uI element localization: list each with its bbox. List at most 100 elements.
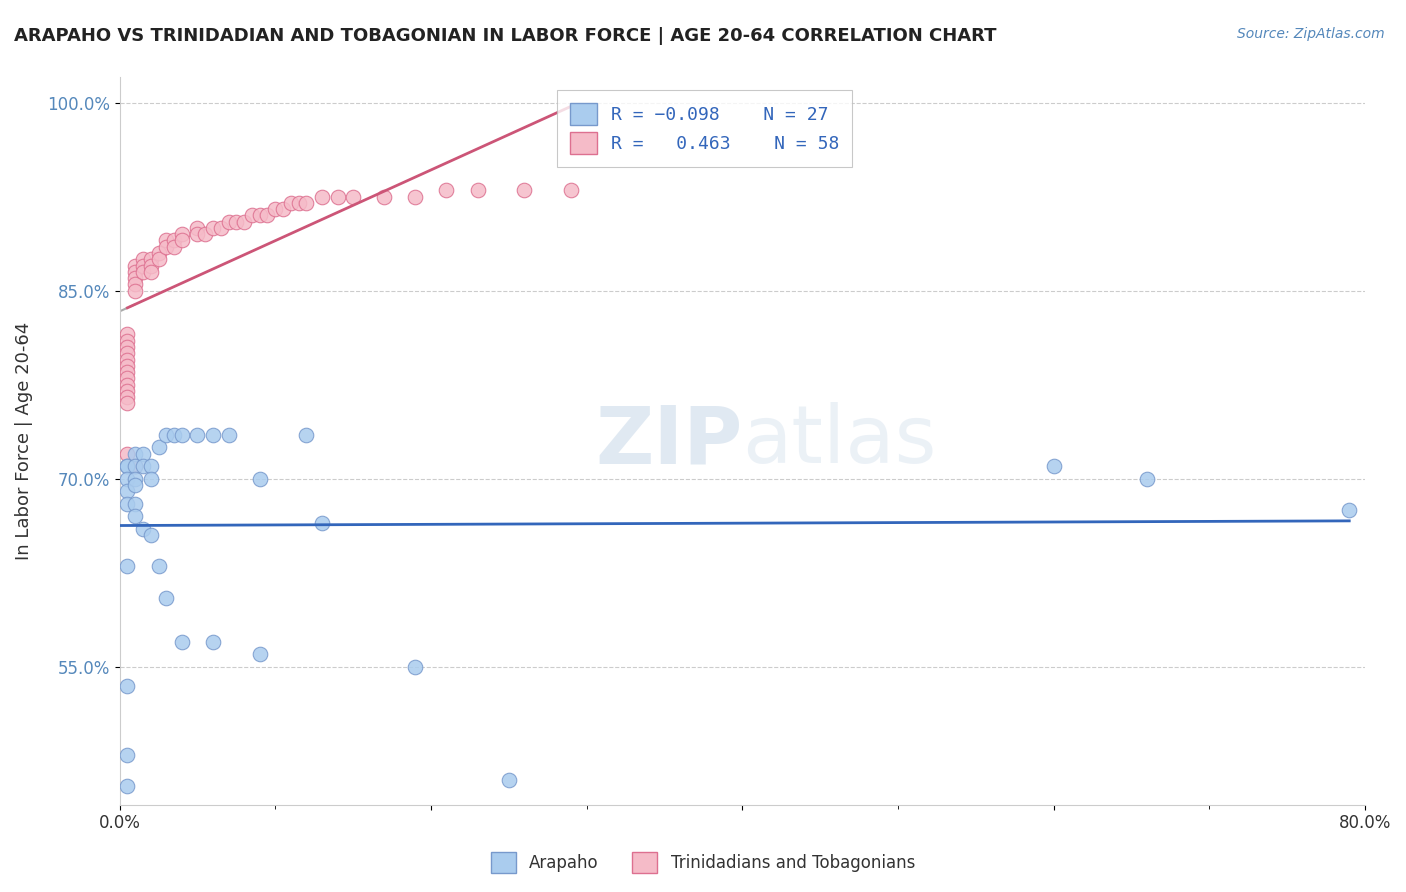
Point [117,340,139,354]
Point [117,459,139,474]
Point [139,459,162,474]
Point [256,208,278,222]
Point [1339,503,1361,517]
Point [117,359,139,373]
Point [264,202,287,216]
Point [124,265,146,279]
Point [467,183,489,197]
Point [148,252,170,267]
Point [170,427,193,442]
Point [560,183,582,197]
Point [209,220,232,235]
Point [155,234,177,248]
Y-axis label: In Labor Force | Age 20-64: In Labor Force | Age 20-64 [15,322,32,560]
Point [117,384,139,398]
Point [155,591,177,605]
Point [170,227,193,242]
Point [117,334,139,348]
Point [194,227,217,242]
Point [186,427,208,442]
Point [1042,459,1064,474]
Point [124,472,146,486]
Point [124,459,146,474]
Point [186,227,208,242]
Point [373,189,395,203]
Point [170,234,193,248]
Point [132,252,155,267]
Point [271,202,294,216]
Point [295,195,318,210]
Point [163,240,186,254]
Point [124,259,146,273]
Point [148,246,170,260]
Point [132,447,155,461]
Point [124,497,146,511]
Point [201,634,224,648]
Point [124,447,146,461]
Point [404,659,426,673]
Point [124,271,146,285]
Point [117,679,139,693]
Point [311,189,333,203]
Legend: Arapaho, Trinidadians and Tobagonians: Arapaho, Trinidadians and Tobagonians [484,846,922,880]
Point [117,371,139,385]
Point [240,208,263,222]
Point [124,509,146,524]
Point [117,484,139,499]
Text: ZIP: ZIP [595,402,742,480]
Point [139,528,162,542]
Point [117,346,139,360]
Point [249,472,271,486]
Point [201,220,224,235]
Point [117,327,139,342]
Point [117,447,139,461]
Point [124,284,146,298]
Point [117,396,139,410]
Point [287,195,309,210]
Point [218,214,240,228]
Point [170,634,193,648]
Point [117,559,139,574]
Point [342,189,364,203]
Point [117,352,139,367]
Point [117,459,139,474]
Point [117,747,139,762]
Point [498,772,520,787]
Point [139,265,162,279]
Point [1136,472,1159,486]
Point [132,522,155,536]
Point [155,427,177,442]
Legend: R = −0.098    N = 27, R =   0.463    N = 58: R = −0.098 N = 27, R = 0.463 N = 58 [557,90,852,167]
Point [124,277,146,292]
Text: ARAPAHO VS TRINIDADIAN AND TOBAGONIAN IN LABOR FORCE | AGE 20-64 CORRELATION CHA: ARAPAHO VS TRINIDADIAN AND TOBAGONIAN IN… [14,27,997,45]
Point [295,427,318,442]
Point [163,427,186,442]
Point [233,214,256,228]
Point [117,779,139,793]
Point [513,183,536,197]
Point [117,472,139,486]
Point [139,472,162,486]
Point [186,220,208,235]
Point [124,478,146,492]
Point [132,259,155,273]
Point [148,440,170,454]
Point [280,195,302,210]
Point [132,459,155,474]
Text: Source: ZipAtlas.com: Source: ZipAtlas.com [1237,27,1385,41]
Point [201,427,224,442]
Point [117,365,139,379]
Point [155,240,177,254]
Point [249,647,271,661]
Point [249,208,271,222]
Point [117,390,139,404]
Point [218,427,240,442]
Point [117,497,139,511]
Point [117,377,139,392]
Point [311,516,333,530]
Point [326,189,349,203]
Point [404,189,426,203]
Point [139,259,162,273]
Point [436,183,458,197]
Point [139,252,162,267]
